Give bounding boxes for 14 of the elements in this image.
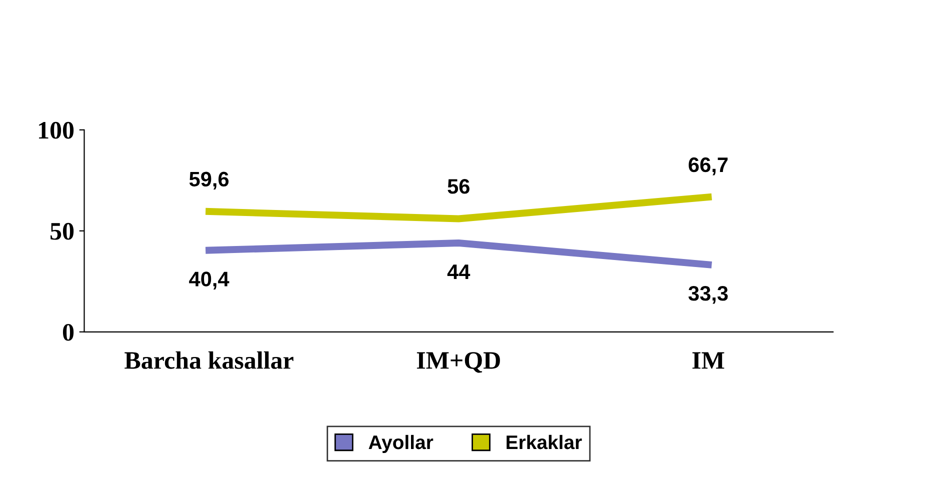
x-tick-label: Barcha kasallar [124, 351, 294, 369]
data-label: 44 [447, 264, 470, 279]
y-tick-label: 50 [50, 222, 74, 240]
x-tick-label: IM [692, 352, 724, 369]
y-tick-label: 100 [39, 122, 74, 139]
legend-label: Erkaklar [506, 434, 582, 450]
data-label: 59,6 [189, 172, 229, 190]
data-label: 56 [448, 179, 470, 194]
y-tick-label: 0 [62, 324, 74, 341]
legend-label: Ayollar [368, 434, 434, 454]
data-label: 33,3 [688, 286, 728, 304]
data-label: 40,4 [189, 272, 230, 290]
data-label: 66,7 [688, 157, 728, 176]
x-tick-label: IM+QD [416, 352, 500, 373]
